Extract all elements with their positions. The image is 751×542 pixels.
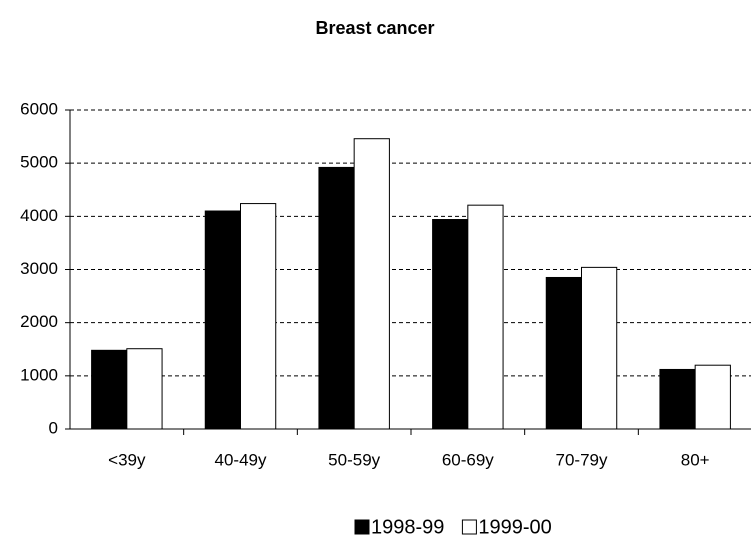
- bar: [91, 349, 128, 430]
- x-tick-label: 50-59y: [328, 450, 380, 469]
- x-tick-label: 40-49y: [215, 450, 267, 469]
- bar: [126, 348, 163, 430]
- legend-label: 1998-99: [371, 516, 444, 538]
- y-tick-label: 5000: [20, 153, 58, 172]
- x-tick-label: 60-69y: [442, 450, 494, 469]
- bar: [467, 204, 504, 430]
- legend-label: 1999-00: [478, 516, 551, 538]
- bar: [240, 203, 277, 430]
- y-tick-label: 4000: [20, 206, 58, 225]
- legend-swatch: [461, 519, 477, 535]
- x-tick-label: <39y: [108, 450, 146, 469]
- bar: [204, 210, 242, 430]
- y-tick-label: 2000: [20, 312, 58, 331]
- bar: [353, 138, 390, 430]
- y-tick-label: 0: [49, 418, 58, 437]
- bar: [432, 219, 469, 430]
- bar: [318, 166, 355, 430]
- chart-title: Breast cancer: [315, 18, 434, 38]
- legend-swatch: [354, 519, 370, 535]
- x-tick-label: 80+: [681, 450, 710, 469]
- bar: [545, 276, 582, 430]
- bar: [694, 364, 731, 430]
- bar: [659, 368, 696, 430]
- y-tick-label: 6000: [20, 99, 58, 118]
- bar: [581, 266, 618, 430]
- x-tick-label: 70-79y: [556, 450, 608, 469]
- y-tick-label: 1000: [20, 365, 58, 384]
- y-tick-label: 3000: [20, 259, 58, 278]
